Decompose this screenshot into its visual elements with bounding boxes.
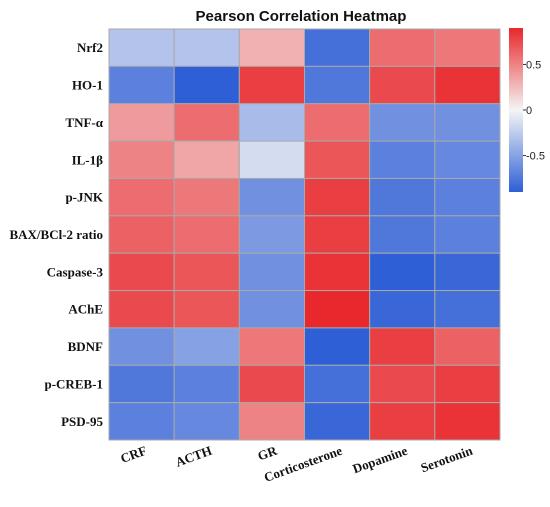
- heatmap-cells: [108, 28, 501, 441]
- heatmap-cell: [173, 177, 240, 217]
- heatmap-cell: [434, 65, 501, 105]
- chart-title: Pearson Correlation Heatmap: [196, 8, 407, 25]
- column-label: CRF: [118, 443, 148, 466]
- colorbar-tick-label: -0.5: [526, 151, 545, 163]
- heatmap-cell: [369, 65, 436, 105]
- heatmap-cell: [108, 177, 175, 217]
- heatmap-cell: [238, 65, 305, 105]
- heatmap-cell: [369, 290, 436, 329]
- heatmap-cell: [369, 28, 436, 67]
- heatmap-cell: [173, 327, 240, 366]
- row-label: IL-1β: [72, 152, 104, 167]
- heatmap-cell: [108, 65, 175, 105]
- heatmap-cell: [304, 402, 371, 441]
- heatmap-cell: [238, 103, 305, 142]
- heatmap-cell: [108, 252, 175, 292]
- heatmap-cell: [434, 290, 501, 329]
- heatmap-cell: [238, 140, 305, 179]
- heatmap-cell: [108, 103, 175, 142]
- heatmap-cell: [173, 402, 240, 441]
- heatmap-cell: [304, 327, 371, 366]
- column-label: Dopamine: [351, 443, 410, 477]
- heatmap-cell: [108, 28, 175, 67]
- row-label: Caspase-3: [47, 264, 104, 279]
- heatmap-cell: [108, 402, 175, 441]
- column-label: ACTH: [173, 443, 213, 470]
- heatmap-cell: [434, 140, 501, 179]
- row-label: BDNF: [68, 339, 103, 354]
- row-label: HO-1: [72, 78, 103, 93]
- heatmap-cell: [434, 402, 501, 441]
- heatmap-cell: [369, 327, 436, 366]
- heatmap-cell: [108, 140, 175, 179]
- row-label: TNF-α: [65, 115, 103, 130]
- heatmap-cell: [108, 327, 175, 366]
- row-label: p-CREB-1: [44, 376, 103, 391]
- heatmap-cell: [369, 402, 436, 441]
- row-label: Nrf2: [77, 40, 103, 55]
- heatmap-cell: [238, 402, 305, 441]
- heatmap-cell: [173, 364, 240, 404]
- heatmap-cell: [369, 215, 436, 254]
- heatmap-cell: [304, 177, 371, 217]
- heatmap-cell: [238, 327, 305, 366]
- heatmap-cell: [173, 290, 240, 329]
- heatmap-cell: [434, 215, 501, 254]
- heatmap-cell: [434, 364, 501, 404]
- heatmap-cell: [173, 28, 240, 67]
- row-label: PSD-95: [61, 414, 103, 429]
- heatmap-cell: [434, 177, 501, 217]
- row-label: AChE: [68, 302, 103, 317]
- heatmap-cell: [304, 252, 371, 292]
- row-label: BAX/BCl-2 ratio: [9, 227, 103, 242]
- heatmap-cell: [108, 364, 175, 404]
- heatmap-cell: [369, 364, 436, 404]
- heatmap-cell: [434, 327, 501, 366]
- colorbar-gradient: [509, 28, 523, 192]
- heatmap-cell: [369, 252, 436, 292]
- column-label: Serotonin: [419, 442, 476, 475]
- heatmap-cell: [304, 215, 371, 254]
- heatmap-cell: [238, 215, 305, 254]
- heatmap-cell: [173, 215, 240, 254]
- heatmap-cell: [173, 140, 240, 179]
- colorbar-tick-label: 0.5: [526, 59, 541, 71]
- heatmap-cell: [434, 252, 501, 292]
- row-labels: Nrf2 HO-1 TNF-α IL-1β p-JNK BAX/BCl-2 ratio Ca…: [9, 40, 103, 429]
- heatmap-cell: [434, 28, 501, 67]
- column-label: GR: [255, 443, 279, 464]
- heatmap-cell: [369, 177, 436, 217]
- heatmap-cell: [173, 65, 240, 105]
- heatmap-cell: [108, 290, 175, 329]
- heatmap-cell: [434, 103, 501, 142]
- heatmap-cell: [304, 140, 371, 179]
- heatmap-cell: [238, 177, 305, 217]
- heatmap-cell: [304, 28, 371, 67]
- heatmap-cell: [173, 252, 240, 292]
- heatmap-cell: [238, 364, 305, 404]
- heatmap-cell: [238, 290, 305, 329]
- heatmap-cell: [369, 103, 436, 142]
- heatmap-cell: [304, 290, 371, 329]
- heatmap-cell: [173, 103, 240, 142]
- heatmap-cell: [108, 215, 175, 254]
- colorbar: 0.5 0 -0.5: [509, 28, 545, 192]
- heatmap-cell: [304, 103, 371, 142]
- colorbar-ticks: 0.5 0 -0.5: [523, 59, 545, 163]
- heatmap-cell: [238, 252, 305, 292]
- heatmap-cell: [369, 140, 436, 179]
- row-label: p-JNK: [65, 190, 103, 205]
- heatmap-cell: [238, 28, 305, 67]
- colorbar-tick-label: 0: [526, 105, 532, 117]
- heatmap-cell: [304, 65, 371, 105]
- heatmap-cell: [304, 364, 371, 404]
